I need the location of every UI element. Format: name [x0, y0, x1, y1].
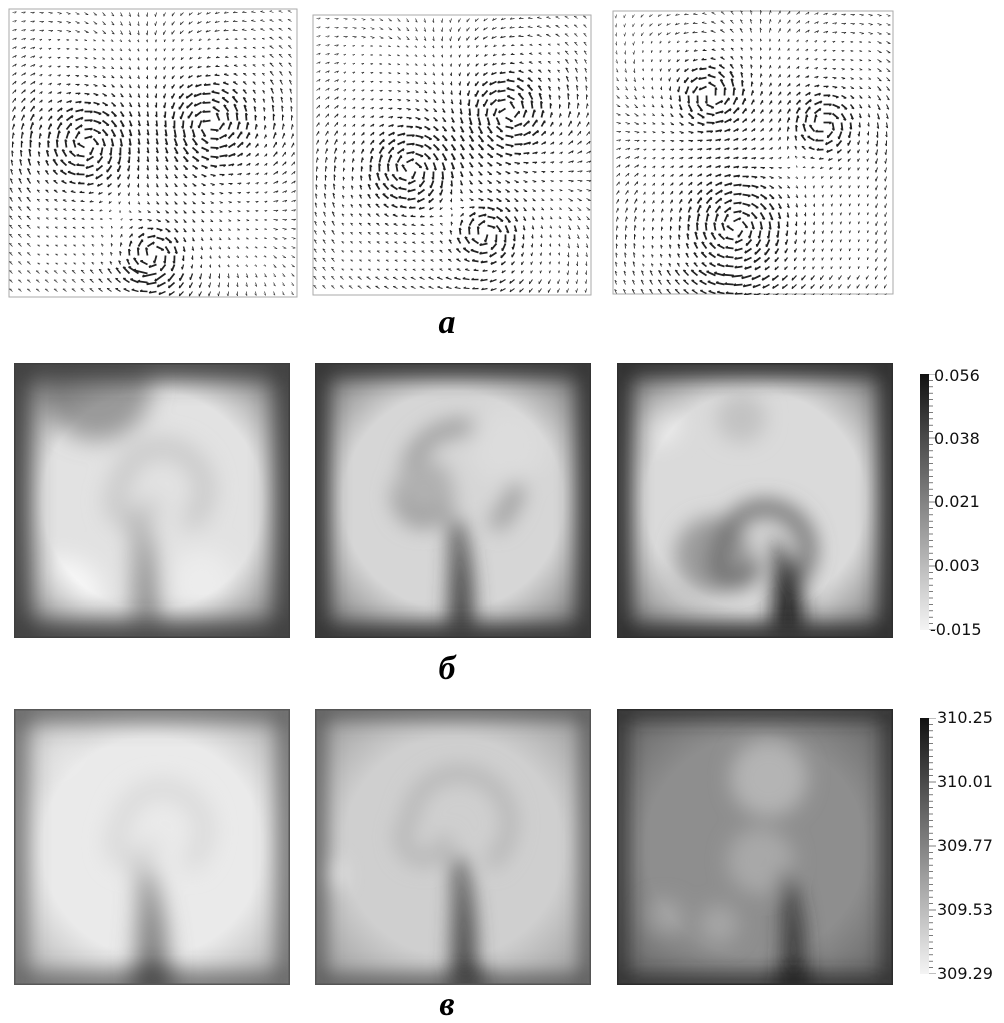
row-label-c: в	[439, 988, 454, 1022]
vector-field-panel-1	[8, 8, 298, 298]
colorbar-b-tick-3: 0.021	[934, 494, 980, 510]
scalar-field-panel-b1	[14, 363, 290, 638]
colorbar-c-gradient	[920, 718, 936, 974]
vector-field-panel-3	[612, 10, 894, 295]
vector-field-panel-2	[312, 14, 592, 296]
colorbar-c-tick-5: 309.29	[937, 966, 993, 982]
colorbar-c-tick-4: 309.53	[937, 902, 993, 918]
scalar-field-panel-b2	[315, 363, 591, 638]
temperature-field-panel-c3	[617, 709, 893, 985]
colorbar-c	[920, 718, 936, 974]
colorbar-b-tick-1: 0.056	[934, 368, 980, 384]
colorbar-c-tick-3: 309.77	[937, 838, 993, 854]
colorbar-c-tick-1: 310.25	[937, 710, 993, 726]
colorbar-c-ticks	[929, 718, 936, 974]
temperature-field-panel-c1	[14, 709, 290, 985]
colorbar-b-tick-2: 0.038	[934, 431, 980, 447]
scalar-field-panel-b3	[617, 363, 893, 638]
row-label-a: а	[439, 306, 456, 340]
colorbar-b-tick-4: 0.003	[934, 558, 980, 574]
row-label-b: б	[439, 652, 456, 686]
colorbar-b-tick-5: -0.015	[930, 622, 982, 638]
temperature-field-panel-c2	[315, 709, 591, 985]
colorbar-c-tick-2: 310.01	[937, 774, 993, 790]
